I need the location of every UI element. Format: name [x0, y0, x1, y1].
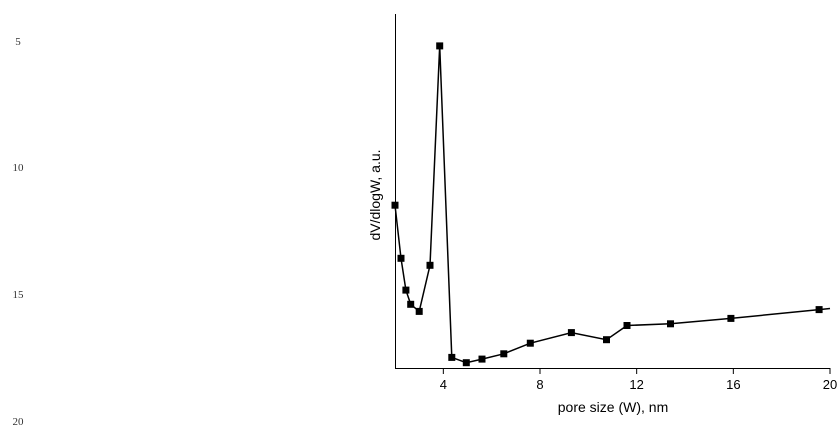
- data-point: [478, 355, 486, 363]
- data-point: [500, 350, 508, 358]
- line-number: 20: [12, 416, 24, 428]
- data-point: [727, 314, 735, 322]
- line-number: 15: [12, 289, 24, 301]
- x-tick-label: 20: [823, 377, 837, 392]
- data-point: [667, 320, 674, 328]
- line-number: 5: [15, 36, 21, 48]
- series-markers: [391, 42, 823, 367]
- x-tick-label: 16: [726, 377, 740, 392]
- y-axis-label: dV/dlogW, a.u.: [367, 149, 383, 240]
- data-point: [623, 322, 631, 329]
- data-point: [436, 42, 444, 50]
- data-point: [397, 254, 405, 262]
- x-tick-label: 8: [536, 377, 543, 392]
- x-axis-label: pore size (W), nm: [558, 399, 668, 415]
- data-point: [426, 261, 434, 269]
- data-point: [815, 306, 823, 314]
- data-point: [448, 353, 456, 361]
- series-line: [394, 45, 831, 364]
- data-point: [567, 329, 575, 337]
- x-tick-label: 4: [440, 377, 447, 392]
- line-number: 10: [12, 162, 24, 174]
- data-point: [391, 201, 399, 209]
- data-point: [603, 336, 610, 344]
- data-point: [415, 307, 423, 315]
- x-axis-ticks: 4 8 12 16 20: [440, 368, 837, 392]
- data-point: [407, 300, 415, 308]
- x-tick-label: 12: [629, 377, 643, 392]
- data-point: [526, 339, 534, 347]
- data-point: [462, 359, 470, 367]
- data-point: [402, 286, 410, 294]
